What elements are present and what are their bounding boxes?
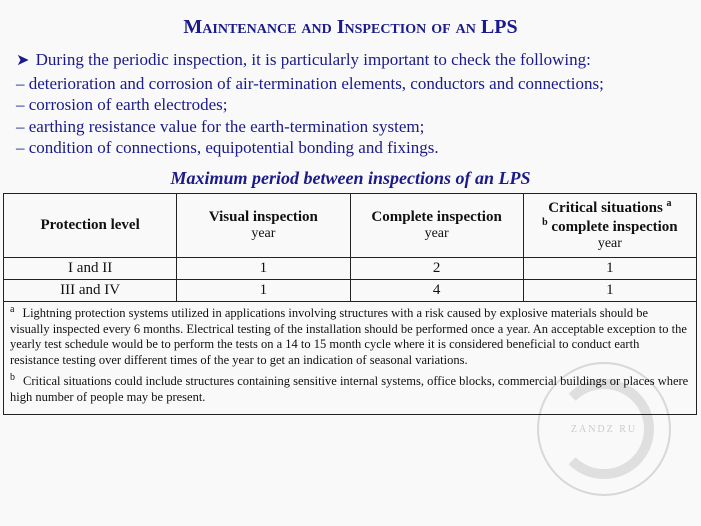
bullet-1: – deterioration and corrosion of air-ter… bbox=[16, 73, 685, 94]
table-header-row: Protection level Visual inspection year … bbox=[4, 194, 697, 258]
bullet-2-text: corrosion of earth electrodes; bbox=[29, 95, 228, 114]
bullet-4: – condition of connections, equipotentia… bbox=[16, 137, 685, 158]
intro-line: ➤ During the periodic inspection, it is … bbox=[16, 49, 685, 71]
col-complete-inspection: Complete inspection year bbox=[350, 194, 523, 258]
col3-sup-b: b bbox=[542, 217, 548, 228]
bullet-2: – corrosion of earth electrodes; bbox=[16, 94, 685, 115]
col3-heading-prefix: Critical situations bbox=[548, 200, 663, 216]
row1-v2: 1 bbox=[523, 279, 696, 301]
bullet-1-text: deterioration and corrosion of air-termi… bbox=[29, 74, 604, 93]
table-row: III and IV 1 4 1 bbox=[4, 279, 697, 301]
col0-heading: Protection level bbox=[40, 217, 139, 233]
footnote-b: bCritical situations could include struc… bbox=[10, 372, 690, 405]
footnotes-box: aLightning protection systems utilized i… bbox=[3, 302, 697, 415]
inspection-table: Protection level Visual inspection year … bbox=[3, 193, 697, 302]
watermark-text: ZANDZ RU bbox=[571, 424, 637, 435]
col1-sub: year bbox=[181, 226, 345, 243]
row1-label: III and IV bbox=[4, 279, 177, 301]
row0-v1: 2 bbox=[350, 257, 523, 279]
row0-v2: 1 bbox=[523, 257, 696, 279]
col-critical-situations: Critical situations a b complete inspect… bbox=[523, 194, 696, 258]
footnote-b-text: Critical situations could include struct… bbox=[10, 375, 688, 405]
table-row: I and II 1 2 1 bbox=[4, 257, 697, 279]
footnote-a: aLightning protection systems utilized i… bbox=[10, 304, 690, 369]
bullet-4-text: condition of connections, equipotential … bbox=[29, 138, 439, 157]
page-title: Maintenance and Inspection of an LPS bbox=[0, 16, 701, 39]
col-protection-level: Protection level bbox=[4, 194, 177, 258]
col2-sub: year bbox=[355, 226, 519, 243]
table-subtitle: Maximum period between inspections of an… bbox=[0, 168, 701, 189]
col1-heading: Visual inspection bbox=[209, 209, 318, 225]
row0-label: I and II bbox=[4, 257, 177, 279]
row1-v1: 4 bbox=[350, 279, 523, 301]
bullet-3: – earthing resistance value for the eart… bbox=[16, 116, 685, 137]
col3-heading-suffix: complete inspection bbox=[551, 219, 677, 235]
arrow-icon: ➤ bbox=[16, 52, 29, 69]
intro-text: During the periodic inspection, it is pa… bbox=[36, 50, 591, 69]
row0-v0: 1 bbox=[177, 257, 350, 279]
col2-heading: Complete inspection bbox=[371, 209, 501, 225]
col3-sub: year bbox=[528, 236, 692, 253]
col-visual-inspection: Visual inspection year bbox=[177, 194, 350, 258]
col3-sup-a: a bbox=[667, 198, 672, 209]
footnote-a-text: Lightning protection systems utilized in… bbox=[10, 306, 687, 367]
bullet-3-text: earthing resistance value for the earth-… bbox=[29, 117, 425, 136]
row1-v0: 1 bbox=[177, 279, 350, 301]
